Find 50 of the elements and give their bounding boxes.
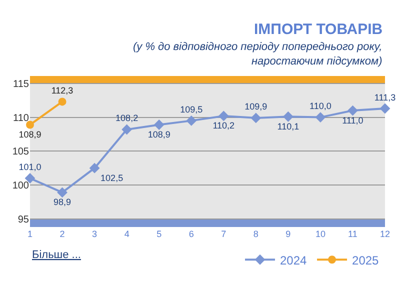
- y-tick-label: 100: [12, 180, 30, 192]
- point: [380, 103, 390, 114]
- x-tick-label: 11: [348, 229, 358, 239]
- point: [282, 111, 294, 122]
- x-tick-label: 4: [124, 229, 130, 239]
- data-label: 110,1: [277, 121, 300, 132]
- point: [250, 112, 262, 124]
- x-tick-label: 12: [380, 229, 390, 239]
- point: [122, 124, 132, 135]
- x-tick-label: 2: [60, 229, 65, 239]
- x-tick-label: 5: [156, 229, 162, 239]
- x-tick-label: 6: [188, 229, 194, 239]
- x-tick-label: 1: [27, 229, 33, 239]
- point: [154, 120, 164, 130]
- data-label: 108,2: [116, 113, 138, 124]
- y-tick-label: 95: [18, 214, 30, 226]
- point: [26, 120, 34, 129]
- point: [89, 162, 100, 174]
- point: [348, 105, 358, 116]
- data-label: 112,3: [51, 85, 74, 96]
- point: [186, 115, 197, 126]
- y-tick-label: 105: [12, 146, 30, 158]
- data-label: 110,0: [310, 101, 332, 112]
- data-label: 109,5: [180, 104, 203, 114]
- data-label: 109,9: [244, 102, 268, 112]
- point: [58, 98, 66, 106]
- point: [57, 187, 68, 198]
- data-label: 111,3: [374, 92, 396, 102]
- point: [315, 112, 326, 122]
- y-tick-label: 110: [13, 112, 30, 124]
- x-tick-label: 3: [92, 229, 98, 239]
- data-label: 98,9: [54, 197, 72, 208]
- chart-subtitle: (у % до відповідного періоду попереднього року, наростаючим підсумком): [133, 41, 383, 68]
- data-label: 102,5: [100, 172, 124, 183]
- legend-label: 2025: [352, 253, 380, 268]
- x-tick-label: 10: [315, 229, 326, 239]
- data-label: 111,0: [342, 115, 364, 126]
- x-tick-label: 8: [253, 229, 258, 239]
- x-tick-label: 9: [286, 229, 291, 239]
- text: Більше ...: [32, 249, 81, 261]
- data-label: 101,0: [18, 162, 42, 172]
- data-label: 110,2: [212, 120, 235, 131]
- point: [24, 173, 36, 184]
- data-label: 108,9: [18, 130, 42, 140]
- chart-title: ІМПОРТ ТОВАРІВ: [254, 21, 383, 38]
- y-tick-label: 115: [13, 78, 30, 90]
- legend-label: 2024: [280, 253, 308, 268]
- point: [218, 110, 229, 122]
- data-label: 108,9: [148, 130, 170, 140]
- x-tick-label: 7: [221, 229, 226, 239]
